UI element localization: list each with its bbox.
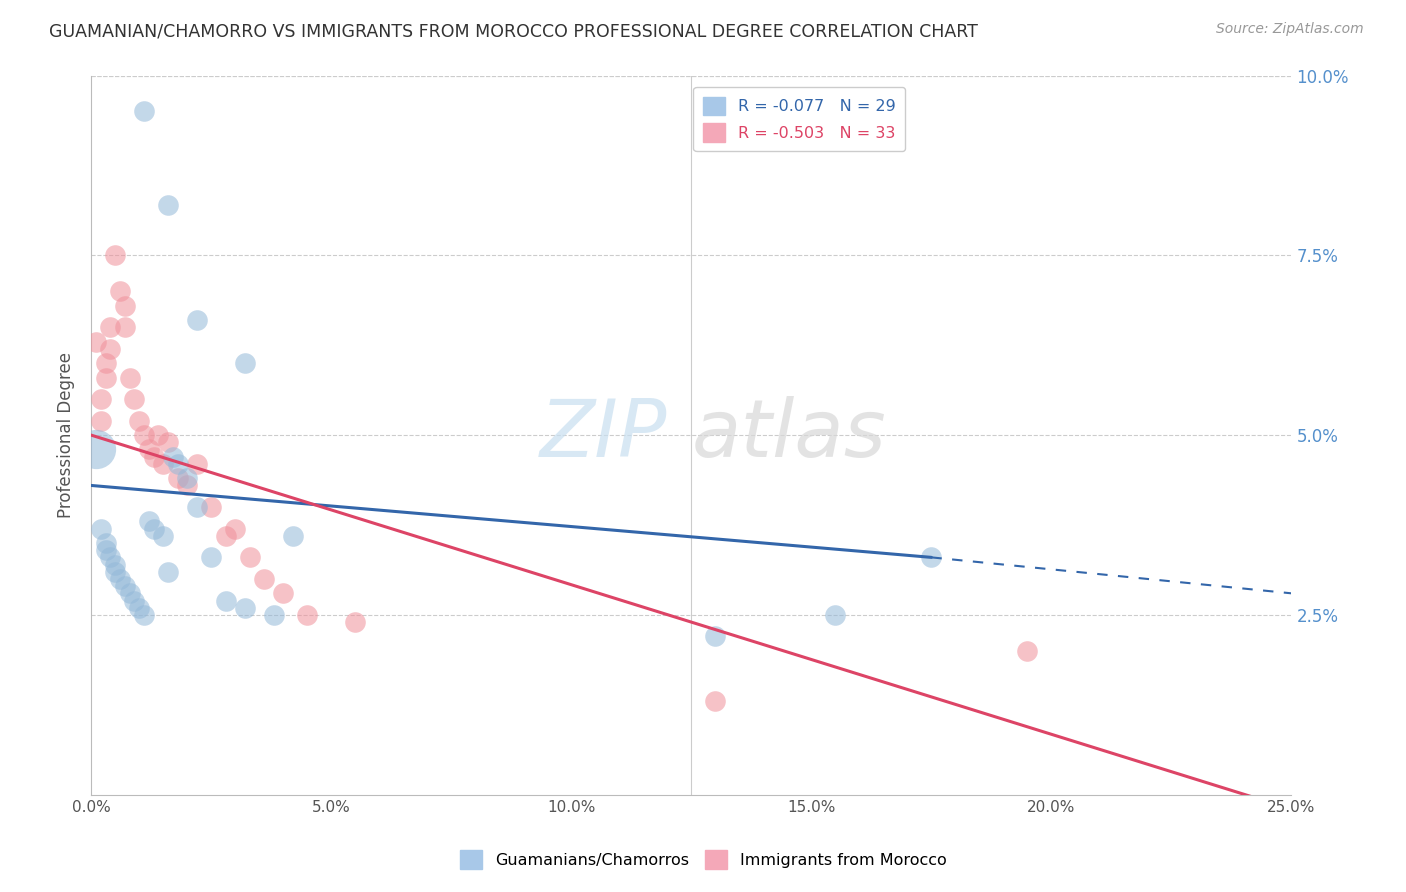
Point <box>128 414 150 428</box>
Point <box>295 607 318 622</box>
Point <box>224 522 246 536</box>
Point <box>90 522 112 536</box>
Point <box>152 529 174 543</box>
Point <box>94 536 117 550</box>
Legend: R = -0.077   N = 29, R = -0.503   N = 33: R = -0.077 N = 29, R = -0.503 N = 33 <box>693 87 905 151</box>
Point <box>186 500 208 514</box>
Point <box>114 320 136 334</box>
Point <box>104 558 127 572</box>
Point <box>90 392 112 406</box>
Point <box>176 478 198 492</box>
Point <box>166 457 188 471</box>
Point <box>108 572 131 586</box>
Point <box>200 550 222 565</box>
Point <box>94 543 117 558</box>
Point <box>281 529 304 543</box>
Point <box>704 630 727 644</box>
Point <box>214 593 236 607</box>
Point <box>1017 644 1039 658</box>
Point <box>166 471 188 485</box>
Point <box>176 471 198 485</box>
Point <box>108 285 131 299</box>
Point <box>142 522 165 536</box>
Point <box>118 370 141 384</box>
Point <box>142 450 165 464</box>
Point <box>114 299 136 313</box>
Point <box>156 198 179 212</box>
Point <box>84 442 107 457</box>
Point <box>233 600 256 615</box>
Legend: Guamanians/Chamorros, Immigrants from Morocco: Guamanians/Chamorros, Immigrants from Mo… <box>453 844 953 875</box>
Point <box>124 593 146 607</box>
Point <box>200 500 222 514</box>
Point <box>84 334 107 349</box>
Point <box>152 457 174 471</box>
Point <box>148 428 170 442</box>
Point <box>239 550 262 565</box>
Point <box>233 356 256 370</box>
Point <box>94 356 117 370</box>
Point <box>271 586 294 600</box>
Point <box>138 515 160 529</box>
Point <box>253 572 276 586</box>
Point <box>186 313 208 327</box>
Point <box>98 342 121 356</box>
Point <box>214 529 236 543</box>
Point <box>128 600 150 615</box>
Point <box>104 565 127 579</box>
Point <box>124 392 146 406</box>
Point <box>156 565 179 579</box>
Point <box>920 550 942 565</box>
Point <box>94 370 117 384</box>
Point <box>132 607 155 622</box>
Point <box>104 248 127 262</box>
Point <box>90 414 112 428</box>
Text: GUAMANIAN/CHAMORRO VS IMMIGRANTS FROM MOROCCO PROFESSIONAL DEGREE CORRELATION CH: GUAMANIAN/CHAMORRO VS IMMIGRANTS FROM MO… <box>49 22 979 40</box>
Point <box>114 579 136 593</box>
Point <box>186 457 208 471</box>
Point <box>344 615 367 629</box>
Point <box>162 450 184 464</box>
Point <box>824 607 846 622</box>
Text: ZIP: ZIP <box>540 396 668 475</box>
Y-axis label: Professional Degree: Professional Degree <box>58 352 75 518</box>
Text: Source: ZipAtlas.com: Source: ZipAtlas.com <box>1216 22 1364 37</box>
Point <box>118 586 141 600</box>
Point <box>132 428 155 442</box>
Text: atlas: atlas <box>692 396 886 475</box>
Point <box>704 694 727 708</box>
Point <box>132 104 155 119</box>
Point <box>138 442 160 457</box>
Point <box>156 435 179 450</box>
Point <box>98 550 121 565</box>
Point <box>263 607 285 622</box>
Point <box>98 320 121 334</box>
